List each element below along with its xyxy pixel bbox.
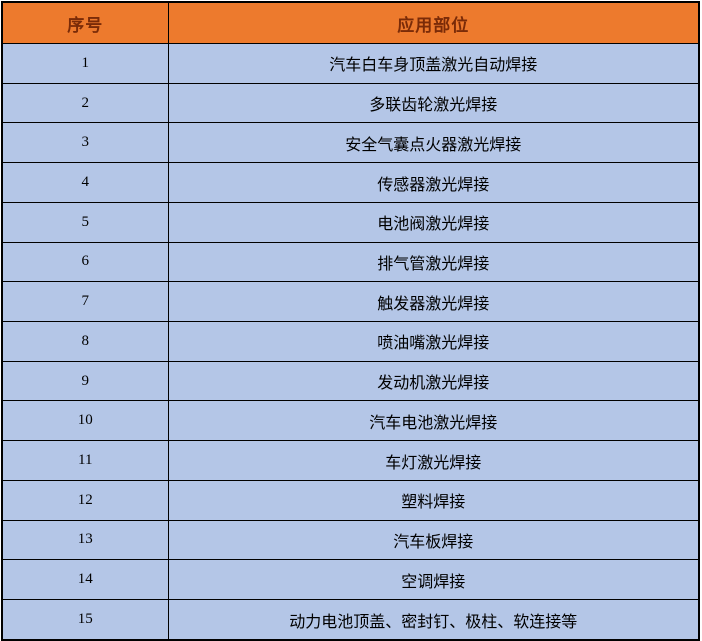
application-cell: 触发器激光焊接 (167, 281, 700, 323)
table-row: 9 发动机激光焊接 (1, 360, 700, 402)
table-row: 6 排气管激光焊接 (1, 241, 700, 283)
row-number-cell: 10 (1, 400, 169, 442)
table-row: 8 喷油嘴激光焊接 (1, 321, 700, 362)
table-row: 13 汽车板焊接 (1, 519, 700, 561)
row-number-cell: 15 (1, 599, 169, 641)
application-cell: 安全气囊点火器激光焊接 (167, 122, 700, 164)
table-row: 10 汽车电池激光焊接 (1, 400, 700, 442)
table-row: 2 多联齿轮激光焊接 (1, 82, 700, 124)
application-cell: 发动机激光焊接 (167, 360, 700, 402)
row-number-cell: 7 (1, 281, 169, 323)
row-number-cell: 6 (1, 241, 169, 283)
table-row: 14 空调焊接 (1, 559, 700, 601)
application-cell: 空调焊接 (167, 559, 700, 601)
application-cell: 排气管激光焊接 (167, 241, 700, 283)
application-cell: 汽车白车身顶盖激光自动焊接 (167, 43, 700, 84)
application-cell: 汽车板焊接 (167, 519, 700, 561)
row-number-cell: 11 (1, 440, 169, 481)
table-row: 4 传感器激光焊接 (1, 162, 700, 203)
table-header: 序号 应用部位 (1, 1, 700, 44)
column-header-application: 应用部位 (167, 1, 700, 44)
header-row: 序号 应用部位 (1, 1, 700, 44)
table-row: 5 电池阀激光焊接 (1, 201, 700, 243)
row-number-cell: 1 (1, 43, 169, 84)
row-number-cell: 12 (1, 479, 169, 521)
application-cell: 多联齿轮激光焊接 (167, 82, 700, 124)
table-row: 15 动力电池顶盖、密封钉、极柱、软连接等 (1, 599, 700, 641)
row-number-cell: 3 (1, 122, 169, 164)
application-cell: 车灯激光焊接 (167, 440, 700, 481)
table-row: 3 安全气囊点火器激光焊接 (1, 122, 700, 164)
row-number-cell: 2 (1, 82, 169, 124)
row-number-cell: 9 (1, 360, 169, 402)
row-number-cell: 13 (1, 519, 169, 561)
application-cell: 喷油嘴激光焊接 (167, 321, 700, 362)
table-row: 12 塑料焊接 (1, 479, 700, 521)
table-row: 1 汽车白车身顶盖激光自动焊接 (1, 43, 700, 84)
table-row: 7 触发器激光焊接 (1, 281, 700, 323)
application-cell: 塑料焊接 (167, 479, 700, 521)
table-row: 11 车灯激光焊接 (1, 440, 700, 481)
table-body: 1 汽车白车身顶盖激光自动焊接 2 多联齿轮激光焊接 3 安全气囊点火器激光焊接 4 传感器激… (1, 43, 700, 641)
column-header-index: 序号 (1, 1, 169, 44)
application-cell: 电池阀激光焊接 (167, 201, 700, 243)
row-number-cell: 8 (1, 321, 169, 362)
application-cell: 汽车电池激光焊接 (167, 400, 700, 442)
application-cell: 动力电池顶盖、密封钉、极柱、软连接等 (167, 599, 700, 641)
application-cell: 传感器激光焊接 (167, 162, 700, 203)
row-number-cell: 5 (1, 201, 169, 243)
row-number-cell: 4 (1, 162, 169, 203)
row-number-cell: 14 (1, 559, 169, 601)
